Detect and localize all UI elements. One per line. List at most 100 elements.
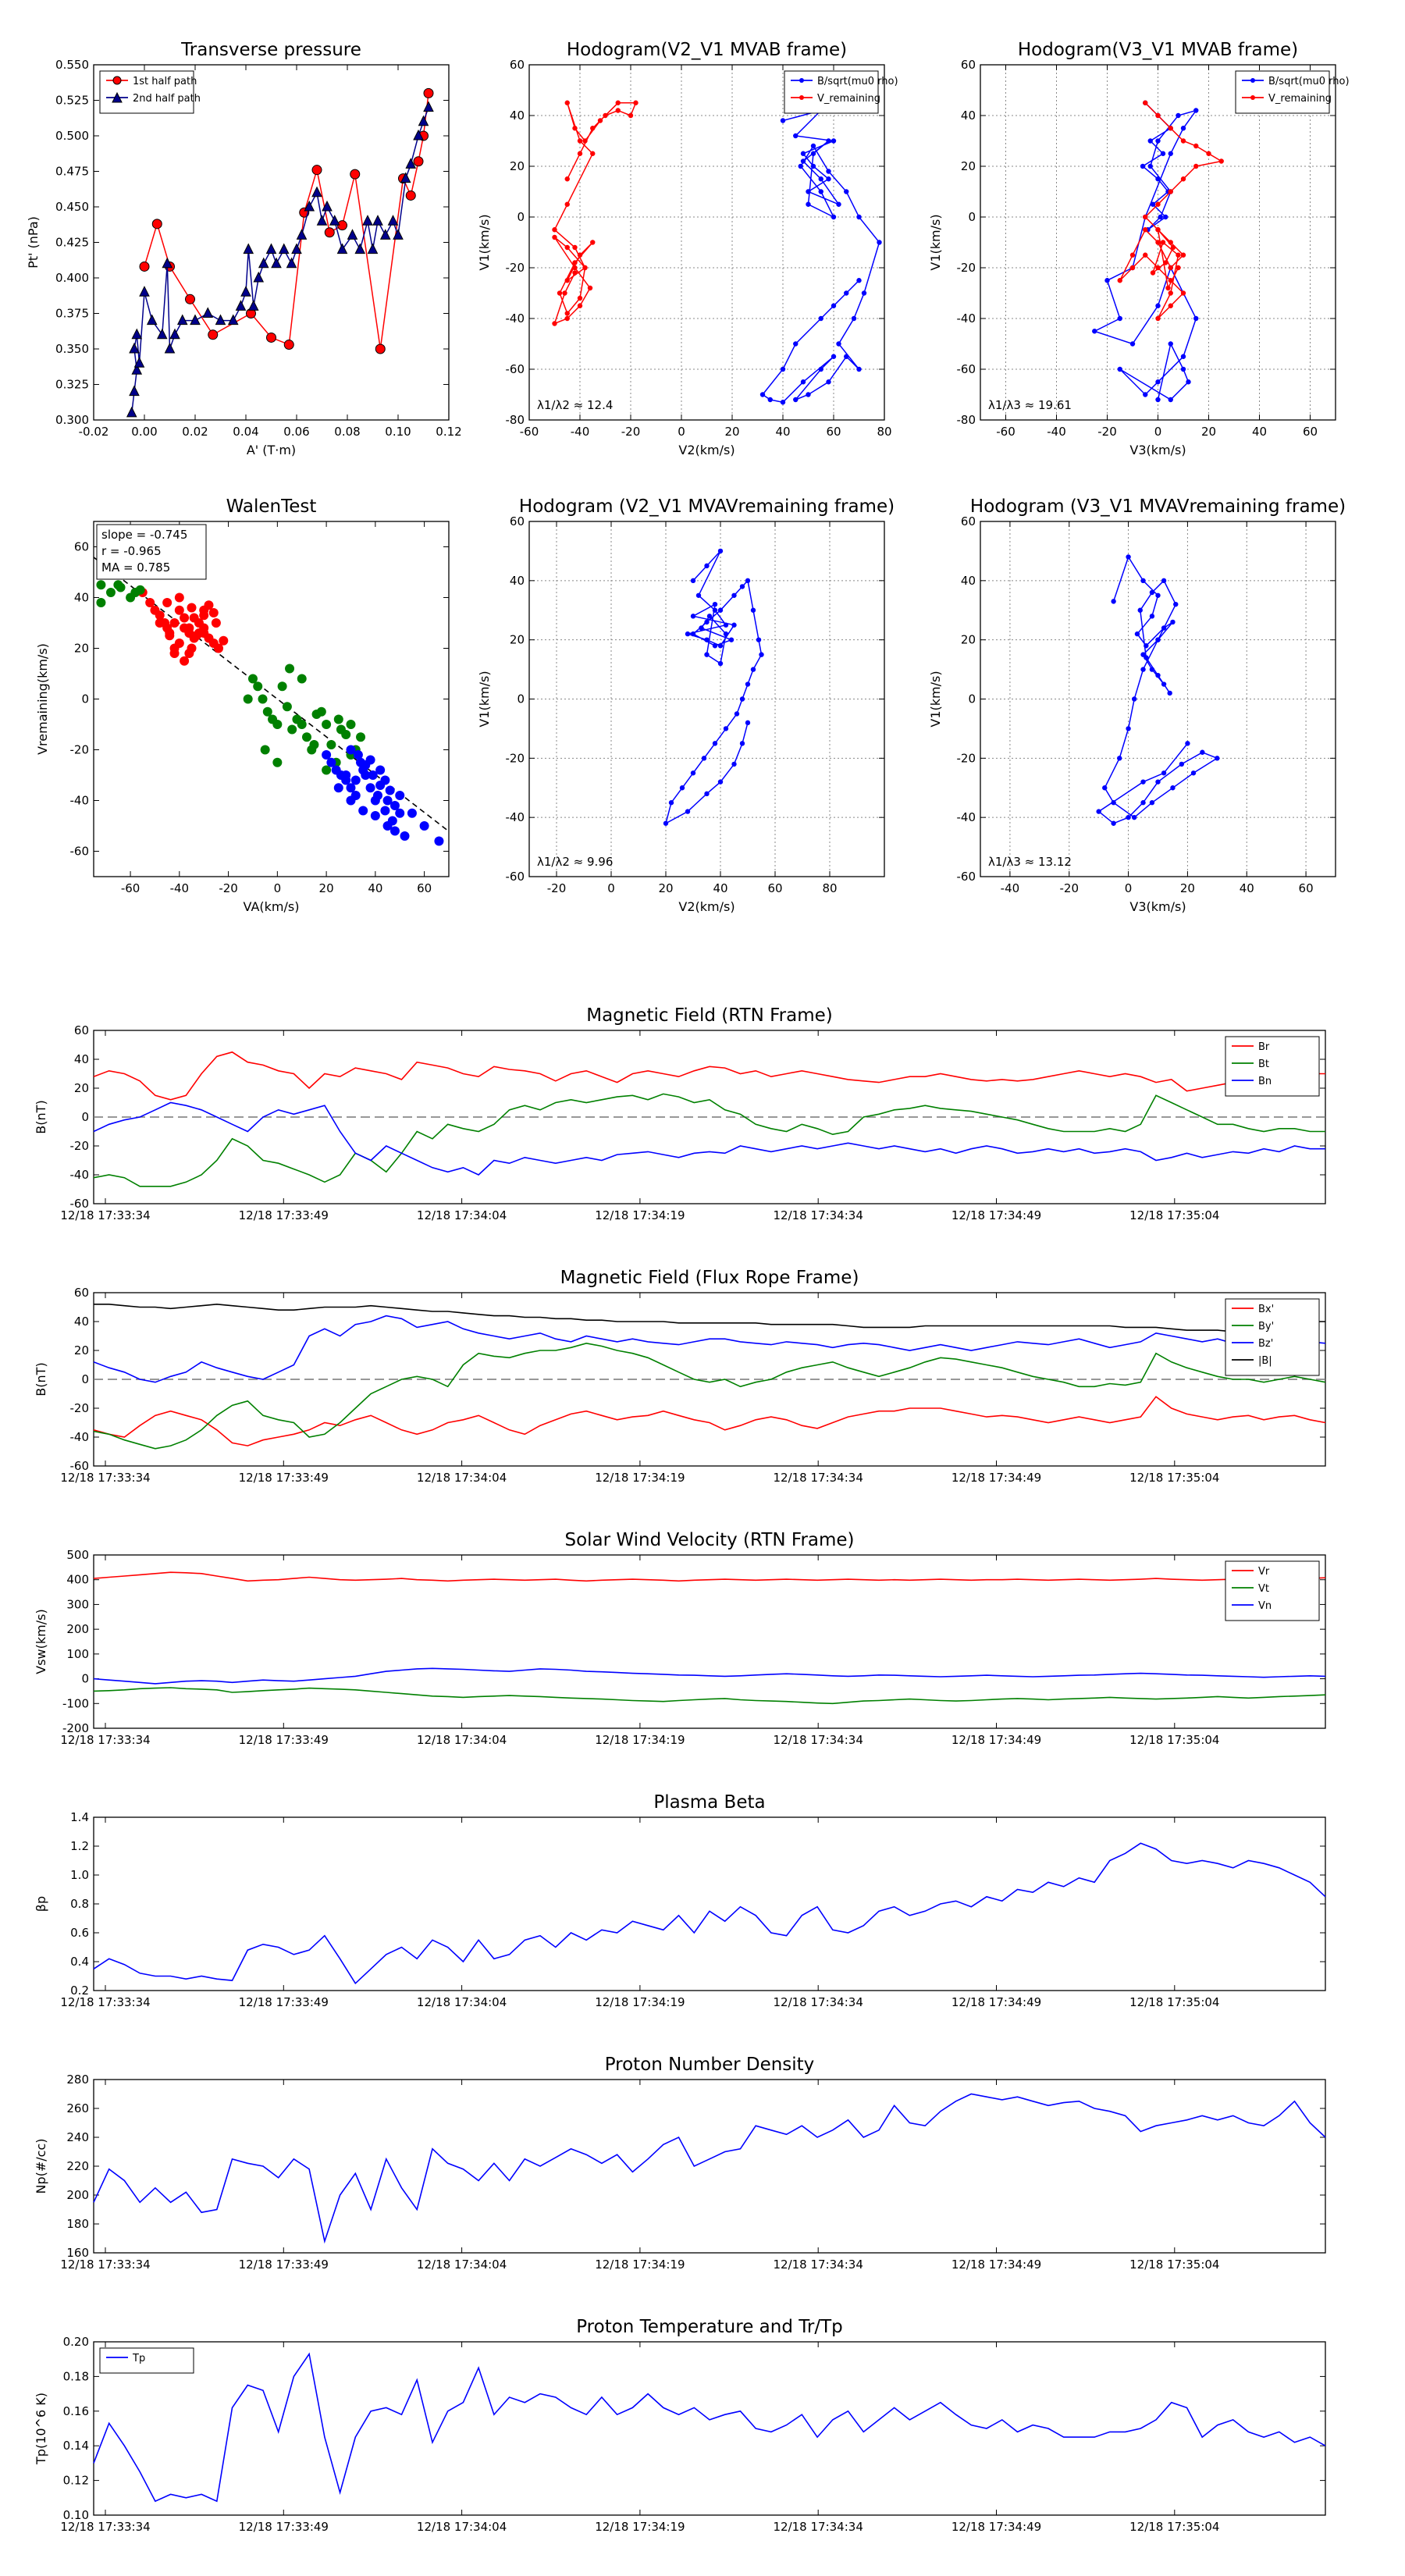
- data-point: [712, 607, 718, 613]
- y-tick-label: -60: [957, 362, 976, 376]
- scatter-point: [380, 806, 390, 816]
- x-tick-label: -40: [170, 881, 190, 895]
- data-point: [311, 186, 322, 197]
- y-axis-label: Np(#/cc): [34, 2139, 48, 2194]
- chart-title: Magnetic Field (Flux Rope Frame): [560, 1268, 859, 1288]
- scatter-point: [419, 821, 429, 831]
- x-tick-label: 40: [1240, 881, 1254, 895]
- y-axis-label: Vremaining(km/s): [35, 643, 50, 755]
- scatter-point: [219, 635, 229, 646]
- data-point: [633, 100, 638, 105]
- data-point: [793, 133, 799, 139]
- y-axis-label: V1(km/s): [928, 671, 943, 727]
- data-point: [717, 607, 724, 613]
- legend-label: V_remaining: [1268, 93, 1332, 105]
- data-point: [291, 243, 302, 254]
- data-point: [126, 406, 137, 418]
- y-tick-label: 20: [961, 159, 976, 173]
- data-point: [590, 240, 596, 245]
- scatter-point: [389, 826, 400, 836]
- y-tick-label: 0: [81, 1110, 89, 1124]
- data-point: [1160, 151, 1166, 156]
- data-point: [1140, 800, 1146, 806]
- data-point: [552, 234, 557, 240]
- data-point: [1149, 800, 1155, 806]
- scatter-point: [113, 580, 123, 590]
- data-point: [810, 151, 816, 156]
- data-point: [1140, 667, 1146, 672]
- data-point: [1168, 189, 1173, 194]
- data-point: [1168, 126, 1173, 131]
- stats-text: MA = 0.785: [101, 560, 170, 575]
- data-point: [1155, 303, 1161, 308]
- data-point: [1168, 278, 1173, 283]
- data-point: [712, 601, 718, 607]
- y-tick-label: 0.14: [63, 2439, 89, 2453]
- data-point: [227, 314, 239, 326]
- scatter-point: [272, 757, 283, 767]
- data-point: [131, 364, 143, 375]
- x-tick-label: -20: [621, 425, 641, 439]
- series-line: [93, 1687, 1326, 1705]
- data-point: [1143, 227, 1148, 233]
- data-point: [800, 158, 806, 164]
- data-point: [780, 118, 786, 123]
- data-point: [1111, 820, 1116, 826]
- x-tick-label: 0: [274, 881, 282, 895]
- data-point: [717, 548, 724, 554]
- axes-frame: [528, 64, 885, 421]
- series-line: [93, 1093, 1325, 1187]
- data-point: [557, 290, 563, 296]
- data-point: [800, 379, 806, 385]
- data-point: [1111, 800, 1116, 806]
- legend-label: Bn: [1258, 1076, 1272, 1087]
- data-point: [1134, 631, 1140, 637]
- data-point: [375, 343, 386, 354]
- x-tick-label: 0.00: [131, 425, 157, 439]
- data-point: [1140, 779, 1146, 785]
- scatter-point: [96, 580, 106, 590]
- data-point: [793, 397, 799, 403]
- legend-box: [1225, 1298, 1320, 1376]
- data-point: [582, 265, 588, 271]
- scatter-point: [297, 674, 307, 684]
- data-point: [685, 631, 691, 637]
- data-point: [1158, 214, 1163, 220]
- scatter-point: [184, 649, 194, 658]
- x-tick-label: 0.04: [233, 425, 258, 439]
- y-tick-label: 0.18: [63, 2369, 89, 2383]
- data-point: [1180, 366, 1186, 372]
- data-point: [1215, 756, 1220, 761]
- data-point: [831, 214, 837, 220]
- y-tick-label: 400: [66, 1573, 89, 1587]
- y-tick-label: -200: [62, 1721, 89, 1735]
- data-point: [723, 726, 729, 731]
- scatter-point: [96, 598, 106, 607]
- data-point: [347, 229, 358, 240]
- data-point: [1147, 163, 1153, 169]
- data-point: [877, 240, 882, 245]
- data-point: [1129, 341, 1136, 347]
- data-point: [1104, 278, 1110, 283]
- time-tick-label: 12/18 17:33:34: [60, 2520, 150, 2534]
- scatter-point: [407, 808, 417, 818]
- y-tick-label: 0.525: [55, 94, 89, 108]
- chart-title: Plasma Beta: [653, 1792, 765, 1813]
- data-point: [1168, 290, 1173, 296]
- scatter-point: [326, 740, 336, 749]
- y-tick-label: -20: [506, 751, 525, 765]
- chart-walen-test: -60 -40 -20 0 20 40 60 -60 -40 -20 0 20 40 60 WalenTes…: [35, 496, 450, 914]
- data-point: [1179, 761, 1185, 767]
- data-point: [202, 307, 214, 318]
- data-point: [169, 328, 180, 340]
- chart-hodogram-4: -60 -40 -20 0 20 40 60 -20 0 20 40 60 80 Hodogram (V2…: [477, 496, 895, 914]
- data-point: [1131, 814, 1137, 820]
- data-point: [423, 87, 434, 98]
- y-tick-label: -80: [506, 413, 525, 427]
- data-point: [798, 163, 803, 169]
- scatter-point: [211, 618, 221, 628]
- scatter-point: [285, 664, 295, 674]
- data-point: [1143, 214, 1148, 220]
- data-point: [1161, 578, 1167, 584]
- data-point: [387, 215, 399, 226]
